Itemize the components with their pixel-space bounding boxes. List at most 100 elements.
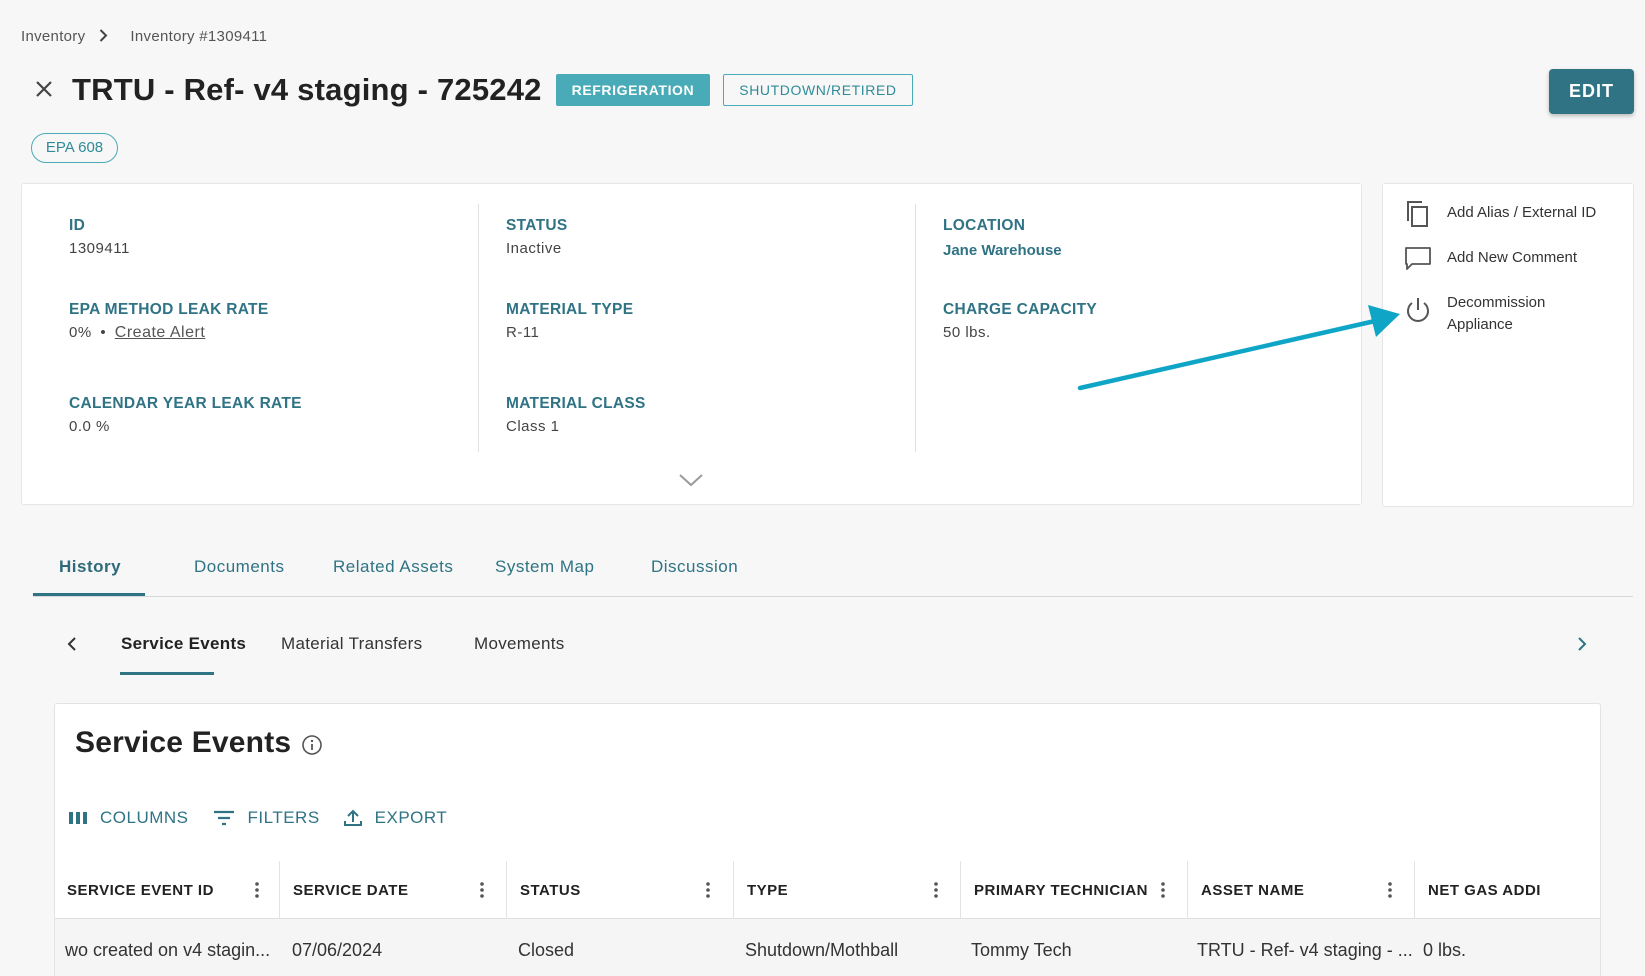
column-header-service-date[interactable]: SERVICE DATE <box>281 861 507 919</box>
active-subtab-indicator <box>120 672 214 675</box>
title-row: TRTU - Ref- v4 staging - 725242 REFRIGER… <box>34 72 913 108</box>
column-header-primary-technician[interactable]: PRIMARY TECHNICIAN <box>962 861 1188 919</box>
details-column-1: ID 1309411 EPA METHOD LEAK RATE 0% • Cre… <box>22 204 457 452</box>
field-label: ID <box>69 217 86 234</box>
field-label: EPA METHOD LEAK RATE <box>69 301 269 318</box>
columns-icon <box>69 812 87 824</box>
field-calendar-year-leak-rate: CALENDAR YEAR LEAK RATE 0.0 % <box>69 395 302 435</box>
table-header: SERVICE EVENT ID SERVICE DATE STATUS TYP… <box>55 861 1600 919</box>
expand-chevron-icon[interactable] <box>677 472 705 488</box>
field-material-type: MATERIAL TYPE R-11 <box>506 301 633 341</box>
column-menu-icon[interactable] <box>479 880 485 900</box>
epa-608-chip: EPA 608 <box>31 133 118 163</box>
column-header-label: ASSET NAME <box>1201 882 1305 899</box>
column-header-label: PRIMARY TECHNICIAN <box>974 882 1149 899</box>
subtab-movements[interactable]: Movements <box>474 634 565 653</box>
action-label: Add Alias / External ID <box>1447 204 1597 221</box>
page-title: TRTU - Ref- v4 staging - 725242 <box>72 72 542 107</box>
column-menu-icon[interactable] <box>933 880 939 900</box>
field-value: Inactive <box>506 240 562 257</box>
column-header-label: SERVICE EVENT ID <box>67 882 214 899</box>
tab-discussion[interactable]: Discussion <box>651 557 739 576</box>
actions-card: Add Alias / External ID Add New Comment … <box>1382 183 1634 507</box>
tab-history[interactable]: History <box>59 557 122 576</box>
field-label: CHARGE CAPACITY <box>943 301 1098 318</box>
chevron-right-icon[interactable] <box>1572 634 1592 654</box>
breadcrumb-inventory-link[interactable]: Inventory <box>21 28 86 45</box>
cell-type: Shutdown/Mothball <box>745 940 899 960</box>
add-comment-action[interactable]: Add New Comment <box>1403 244 1577 274</box>
info-icon[interactable] <box>301 734 323 756</box>
field-value: 0% • Create Alert <box>69 324 268 342</box>
field-id: ID 1309411 <box>69 217 130 257</box>
column-header-status[interactable]: STATUS <box>508 861 734 919</box>
field-label: LOCATION <box>943 217 1026 234</box>
field-label: MATERIAL TYPE <box>506 301 634 318</box>
export-label: EXPORT <box>374 808 448 827</box>
column-header-label: NET GAS ADDI <box>1428 882 1541 899</box>
column-header-asset-name[interactable]: ASSET NAME <box>1189 861 1415 919</box>
details-column-3: LOCATION Jane Warehouse CHARGE CAPACITY … <box>915 204 1355 452</box>
action-label: Add New Comment <box>1447 249 1578 266</box>
breadcrumb-current: Inventory #1309411 <box>130 28 268 45</box>
history-subtabs: Service Events Material Transfers Moveme… <box>60 628 1590 678</box>
subtab-service-events[interactable]: Service Events <box>121 634 247 653</box>
field-value: Class 1 <box>506 418 560 435</box>
column-menu-icon[interactable] <box>705 880 711 900</box>
active-tab-indicator <box>33 593 145 596</box>
export-button[interactable]: EXPORT <box>343 808 448 828</box>
column-menu-icon[interactable] <box>1387 880 1393 900</box>
action-label: Decommission Appliance <box>1447 289 1545 336</box>
filter-icon <box>213 810 234 826</box>
field-label: STATUS <box>506 217 568 234</box>
tab-related-assets[interactable]: Related Assets <box>333 557 454 576</box>
field-label: CALENDAR YEAR LEAK RATE <box>69 395 302 412</box>
cell-primary-technician: Tommy Tech <box>971 940 1072 960</box>
column-header-net-gas-added[interactable]: NET GAS ADDI <box>1416 861 1600 919</box>
grid-toolbar: COLUMNS FILTERS EXPORT <box>69 808 471 828</box>
field-value: 1309411 <box>69 240 130 257</box>
comment-icon <box>1405 247 1431 270</box>
bullet-separator: • <box>100 324 107 341</box>
cell-service-event-id: wo created on v4 stagin... <box>65 940 271 960</box>
annotation-arrow-icon <box>1077 305 1400 391</box>
section-title: Service Events <box>75 726 292 759</box>
subtab-material-transfers[interactable]: Material Transfers <box>281 634 423 653</box>
details-card: ID 1309411 EPA METHOD LEAK RATE 0% • Cre… <box>21 183 1362 505</box>
filters-label: FILTERS <box>247 808 320 827</box>
cell-service-date: 07/06/2024 <box>292 940 383 960</box>
copy-icon <box>1407 201 1428 227</box>
field-value: 50 lbs. <box>943 324 991 341</box>
columns-button[interactable]: COLUMNS <box>69 808 189 828</box>
cell-status: Closed <box>518 940 575 960</box>
location-link[interactable]: Jane Warehouse <box>943 242 1062 259</box>
column-menu-icon[interactable] <box>1160 880 1166 900</box>
create-alert-link[interactable]: Create Alert <box>114 324 206 341</box>
column-header-service-event-id[interactable]: SERVICE EVENT ID <box>55 861 280 919</box>
cell-net-gas-added: 0 lbs. <box>1423 940 1467 960</box>
category-badge: REFRIGERATION <box>555 74 711 106</box>
column-menu-icon[interactable] <box>254 880 260 900</box>
tab-system-map[interactable]: System Map <box>495 557 595 576</box>
decommission-label-line1: Decommission <box>1447 294 1546 311</box>
table-row[interactable]: wo created on v4 stagin... 07/06/2024 Cl… <box>55 919 1600 976</box>
field-charge-capacity: CHARGE CAPACITY 50 lbs. <box>943 301 1097 341</box>
power-icon <box>1407 298 1429 322</box>
field-value: R-11 <box>506 324 540 341</box>
column-header-type[interactable]: TYPE <box>735 861 961 919</box>
decommission-appliance-action[interactable]: Decommission Appliance <box>1403 289 1545 336</box>
columns-label: COLUMNS <box>100 808 189 827</box>
column-header-label: STATUS <box>520 882 581 899</box>
field-status: STATUS Inactive <box>506 217 568 257</box>
field-material-class: MATERIAL CLASS Class 1 <box>506 395 646 435</box>
add-alias-action[interactable]: Add Alias / External ID <box>1403 199 1596 229</box>
edit-button[interactable]: EDIT <box>1549 69 1634 114</box>
service-events-card: Service Events COLUMNS FILTERS EXPOR <box>54 703 1601 976</box>
close-icon[interactable] <box>34 76 58 104</box>
main-tabs: History Documents Related Assets System … <box>33 541 1633 597</box>
column-header-label: SERVICE DATE <box>293 882 409 899</box>
tab-documents[interactable]: Documents <box>194 557 285 576</box>
export-icon <box>343 809 362 826</box>
chevron-left-icon[interactable] <box>62 634 82 654</box>
filters-button[interactable]: FILTERS <box>213 808 320 828</box>
